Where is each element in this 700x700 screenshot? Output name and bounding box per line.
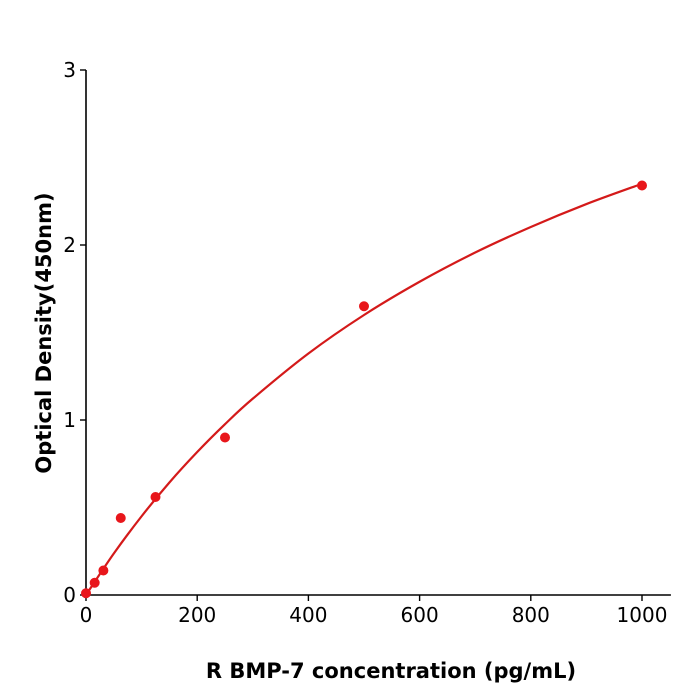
axes: 0 200 400 600 800 1000 0 1 2 3 — [63, 58, 671, 627]
y-tick-label: 0 — [63, 583, 76, 607]
data-point — [98, 565, 109, 576]
x-tick-label: 600 — [401, 603, 439, 627]
fit-curve — [85, 182, 643, 596]
y-tick-label: 2 — [63, 233, 76, 257]
y-tick-label: 3 — [63, 58, 76, 82]
x-tick-label: 200 — [178, 603, 216, 627]
x-tick-label: 1000 — [617, 603, 668, 627]
y-tick-label: 1 — [63, 408, 76, 432]
data-point — [220, 432, 230, 443]
data-points — [81, 180, 647, 599]
data-point — [115, 513, 126, 523]
data-point — [359, 301, 369, 312]
data-point — [637, 180, 647, 191]
data-point — [150, 492, 161, 502]
data-point — [89, 577, 100, 588]
x-tick-label: 400 — [289, 603, 327, 627]
x-axis-label: R BMP-7 concentration (pg/mL) — [206, 659, 576, 683]
x-tick-label: 0 — [80, 603, 93, 627]
data-point — [81, 588, 91, 599]
x-tick-label: 800 — [512, 603, 550, 627]
y-axis-label: Optical Density(450nm) — [32, 192, 56, 473]
